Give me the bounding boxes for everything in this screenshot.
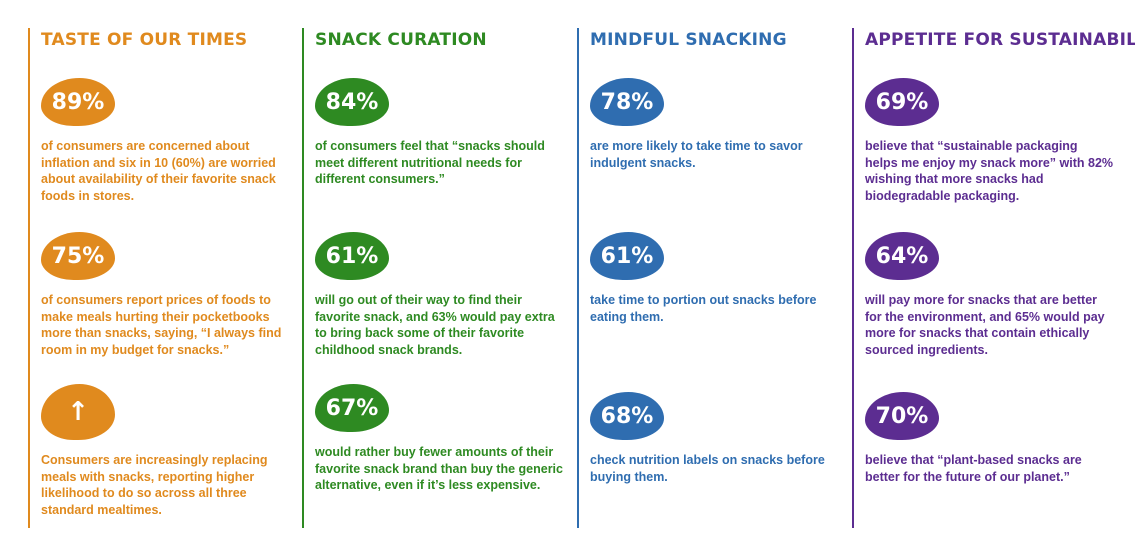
stat-value-badge: ↑ [41,384,115,440]
stat-value-badge: 61% [315,232,389,280]
stat-block: 69% believe that “sustainable packaging … [865,78,1113,204]
stat-value-badge: 64% [865,232,939,280]
stat-block: 61% will go out of their way to find the… [315,232,563,358]
column-title: TASTE OF OUR TIMES [41,30,248,50]
stat-description: of consumers report prices of foods to m… [41,293,282,357]
stat-block: 64% will pay more for snacks that are be… [865,232,1113,358]
stat-block: 75% of consumers report prices of foods … [41,232,289,358]
column-snack-curation: SNACK CURATION 84% of consumers feel tha… [302,28,577,528]
stat-block: 84% of consumers feel that “snacks shoul… [315,78,563,188]
stat-value-badge: 84% [315,78,389,126]
stat-value: 75% [51,243,105,269]
up-arrow-icon: ↑ [67,397,89,427]
stat-value-badge: 61% [590,232,664,280]
stat-value-badge: 78% [590,78,664,126]
column-title: MINDFUL SNACKING [590,30,787,50]
stat-block: 67% would rather buy fewer amounts of th… [315,384,563,494]
stat-value: 67% [325,395,379,421]
stat-description: are more likely to take time to savor in… [590,139,803,170]
stat-value: 64% [875,243,929,269]
stat-description: will pay more for snacks that are better… [865,293,1105,357]
stat-block: 68% check nutrition labels on snacks bef… [590,392,838,485]
column-taste-of-our-times: TASTE OF OUR TIMES 89% of consumers are … [28,28,303,528]
stat-value: 61% [600,243,654,269]
stat-description: of consumers feel that “snacks should me… [315,139,545,186]
stat-block: 89% of consumers are concerned about inf… [41,78,289,204]
column-mindful-snacking: MINDFUL SNACKING 78% are more likely to … [577,28,852,528]
stat-block: 78% are more likely to take time to savo… [590,78,838,171]
stat-value-badge: 69% [865,78,939,126]
stat-description: would rather buy fewer amounts of their … [315,445,563,492]
stat-description: of consumers are concerned about inflati… [41,139,276,203]
stat-value: 89% [51,89,105,115]
stat-value-badge: 89% [41,78,115,126]
stat-block: 70% believe that “plant-based snacks are… [865,392,1113,485]
stat-value: 84% [325,89,379,115]
column-title: SNACK CURATION [315,30,487,50]
stat-value-badge: 68% [590,392,664,440]
stat-value: 68% [600,403,654,429]
stat-block: 61% take time to portion out snacks befo… [590,232,838,325]
stat-description: believe that “sustainable packaging help… [865,139,1114,203]
stat-value: 61% [325,243,379,269]
stat-value-badge: 67% [315,384,389,432]
stat-description: take time to portion out snacks before e… [590,293,817,324]
stat-value: 70% [875,403,929,429]
stat-description: believe that “plant-based snacks are bet… [865,453,1082,484]
stat-block: ↑ Consumers are increasingly replacing m… [41,384,289,518]
stat-value-badge: 75% [41,232,115,280]
stat-description: will go out of their way to find their f… [315,293,555,357]
stat-value: 78% [600,89,654,115]
stat-description: check nutrition labels on snacks before … [590,453,825,484]
column-title: APPETITE FOR SUSTAINABILITY [865,30,1135,50]
stat-description: Consumers are increasingly replacing mea… [41,453,268,517]
stat-value: 69% [875,89,929,115]
stat-value-badge: 70% [865,392,939,440]
column-appetite-for-sustainability: APPETITE FOR SUSTAINABILITY 69% believe … [852,28,1135,528]
